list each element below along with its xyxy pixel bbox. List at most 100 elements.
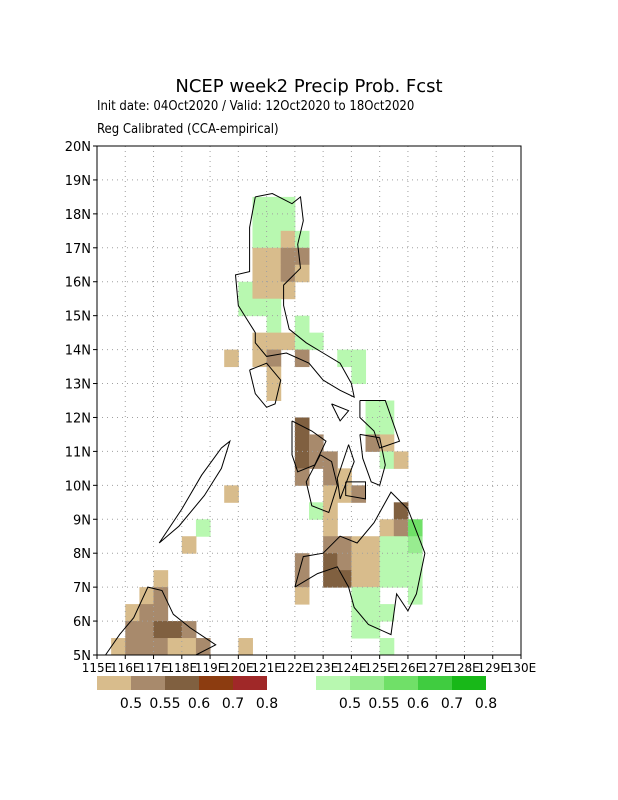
probability-cell — [379, 417, 395, 435]
probability-cell — [167, 638, 183, 656]
probability-cell — [266, 332, 282, 351]
probability-cell — [195, 638, 211, 656]
probability-cell — [153, 570, 169, 588]
coastline — [105, 192, 426, 656]
probability-cell — [266, 196, 282, 215]
lon-label: 118E — [167, 661, 198, 675]
probability-cell — [125, 638, 140, 656]
longitude-labels: 115E116E117E118E119E120E121E122E123E124E… — [82, 655, 537, 675]
probability-cell — [294, 434, 310, 452]
probability-cell — [294, 315, 310, 334]
coastline-segment — [105, 586, 217, 656]
lat-label: 10N — [65, 479, 91, 494]
lon-label: 127E — [421, 661, 452, 675]
lon-label: 130E — [506, 661, 537, 675]
lat-label: 16N — [65, 276, 91, 291]
lon-label: 119E — [195, 661, 226, 675]
lon-label: 128E — [449, 661, 480, 675]
probability-cell — [337, 553, 352, 571]
probability-cell — [351, 366, 367, 385]
legend-label: 0.55 — [368, 696, 399, 712]
probability-cell — [393, 451, 409, 469]
probability-cell — [379, 519, 395, 537]
probability-cell — [280, 213, 296, 232]
probability-cell — [153, 587, 169, 605]
coastline-segment — [158, 439, 231, 544]
legend-swatch — [384, 676, 418, 690]
probability-cell — [280, 264, 296, 283]
probability-cell — [238, 281, 253, 300]
probability-cell — [280, 332, 296, 351]
probability-cell — [379, 451, 395, 469]
probability-cell — [294, 264, 310, 283]
lon-label: 122E — [280, 661, 311, 675]
probability-cell — [365, 587, 381, 605]
probability-cell — [252, 298, 268, 317]
legend-swatch — [452, 676, 486, 690]
probability-cell — [139, 604, 155, 622]
probability-cell — [309, 502, 324, 520]
probability-cell — [365, 621, 381, 639]
coastline-segment — [294, 491, 426, 636]
probability-cell — [351, 553, 367, 571]
probability-cell — [294, 451, 310, 469]
map-frame — [96, 145, 522, 656]
probability-cell — [393, 519, 409, 537]
probability-cell — [266, 281, 282, 300]
probability-cell — [266, 247, 282, 266]
probability-cell — [407, 553, 423, 571]
coastline-segment — [249, 362, 282, 408]
probability-cell — [139, 621, 155, 639]
probability-cell — [323, 570, 338, 588]
probability-cell — [379, 570, 395, 588]
probability-cell — [266, 298, 282, 317]
probability-cell — [365, 400, 381, 418]
legend-swatch — [199, 676, 233, 690]
probability-cell — [365, 570, 381, 588]
lat-label: 20N — [65, 140, 91, 155]
lon-label: 123E — [308, 661, 339, 675]
legend-label: 0.8 — [475, 696, 497, 712]
coastline-segment — [305, 454, 338, 514]
probability-cell — [393, 502, 409, 520]
lon-label: 126E — [393, 661, 424, 675]
lon-label: 125E — [364, 661, 395, 675]
map-title: NCEP week2 Precip Prob. Fcst — [175, 76, 443, 97]
legend-label: 0.7 — [441, 696, 463, 712]
legend-swatch — [165, 676, 199, 690]
probability-cell — [393, 553, 409, 571]
probability-cell — [252, 332, 268, 351]
legend-label: 0.7 — [222, 696, 244, 712]
coastline-segment — [345, 481, 366, 500]
probability-cell — [280, 281, 296, 300]
probability-cell — [252, 281, 268, 300]
probability-cell — [337, 349, 352, 368]
probability-cell — [266, 230, 282, 249]
probability-cell — [252, 230, 268, 249]
lat-label: 17N — [65, 242, 91, 257]
probability-cell — [294, 349, 310, 368]
probability-cell — [139, 587, 155, 605]
probability-cell — [365, 604, 381, 622]
probability-cell — [323, 451, 338, 469]
probability-cell — [351, 570, 367, 588]
lat-label: 7N — [73, 581, 91, 596]
lat-label: 11N — [65, 445, 91, 460]
legend-swatch — [97, 676, 131, 690]
probability-cell — [153, 604, 169, 622]
lat-label: 12N — [65, 411, 91, 426]
probability-cell — [153, 638, 169, 656]
coastline-segment — [234, 192, 355, 398]
probability-cell — [365, 536, 381, 554]
probability-cell — [139, 638, 155, 656]
legend-label: 0.5 — [339, 696, 361, 712]
lon-label: 129E — [477, 661, 508, 675]
legend-swatch — [233, 676, 267, 690]
coastline-segment — [359, 400, 401, 449]
probability-cell — [238, 298, 253, 317]
probability-cell — [280, 196, 296, 215]
probability-cell — [266, 315, 282, 334]
lat-label: 18N — [65, 208, 91, 223]
graticule — [97, 146, 521, 655]
legend-label: 0.55 — [149, 696, 180, 712]
